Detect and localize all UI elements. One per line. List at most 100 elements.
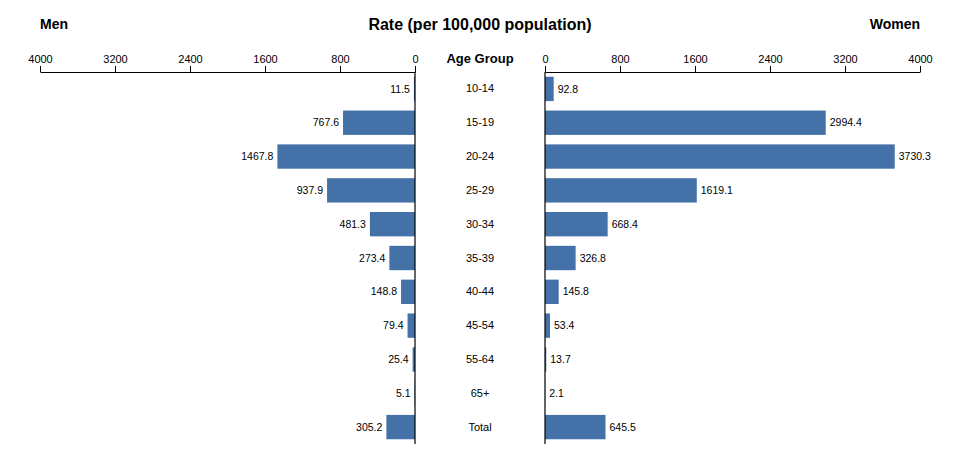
- data-label: 273.4: [359, 252, 385, 264]
- category-label: 65+: [471, 387, 490, 399]
- data-label: 53.4: [554, 319, 575, 331]
- data-label: 645.5: [610, 421, 636, 433]
- bar: [277, 144, 415, 168]
- data-label: 2.1: [549, 387, 564, 399]
- bar: [545, 111, 826, 135]
- category-label: 15-19: [466, 116, 494, 128]
- category-tick: 15-19: [466, 116, 494, 128]
- x-tick: 0: [542, 53, 548, 72]
- tick-mark: [920, 66, 921, 72]
- bar: [386, 415, 415, 439]
- x-tick: 0: [412, 53, 418, 72]
- category-tick: 40-44: [466, 285, 494, 297]
- category-tick: 35-39: [466, 252, 494, 264]
- panel-label: Women: [870, 16, 920, 32]
- x-tick: 3200: [833, 53, 857, 72]
- tick-label: 0: [412, 53, 418, 65]
- category-tick: Total: [468, 421, 491, 433]
- bar: [401, 280, 415, 304]
- bar: [545, 77, 554, 101]
- tick-mark: [545, 66, 546, 72]
- data-label: 481.3: [340, 218, 366, 230]
- axis-line: [41, 72, 416, 73]
- bar: [389, 246, 415, 270]
- x-tick: 800: [331, 53, 349, 72]
- category-tick: 30-34: [466, 218, 494, 230]
- category-axis: 10-14 15-19 20-24 25-29 30-34 35-39 40-44 45-54…: [466, 82, 494, 432]
- tick-label: 2400: [178, 53, 202, 65]
- x-tick: 4000: [28, 53, 52, 72]
- data-label: 5.1: [396, 387, 411, 399]
- data-label: 2994.4: [830, 116, 862, 128]
- category-tick: 65+: [471, 387, 490, 399]
- tick-mark: [770, 66, 771, 72]
- bars: [545, 77, 895, 440]
- category-label: 25-29: [466, 184, 494, 196]
- tick-mark: [845, 66, 846, 72]
- tick-mark: [695, 66, 696, 72]
- bar: [545, 415, 606, 439]
- tick-mark: [265, 66, 266, 72]
- data-labels: 92.82994.43730.31619.1668.4326.8145.853.…: [549, 83, 931, 433]
- tick-label: 0: [542, 53, 548, 65]
- zero-line: [414, 72, 415, 444]
- tick-label: 800: [611, 53, 629, 65]
- category-label: 55-64: [466, 353, 494, 365]
- x-axis: 0 800 1600 2400 3200 4000: [542, 53, 932, 73]
- category-tick: 45-54: [466, 319, 494, 331]
- data-label: 668.4: [612, 218, 638, 230]
- x-tick: 4000: [908, 53, 932, 72]
- data-label: 3730.3: [899, 150, 931, 162]
- panel-label: Men: [40, 16, 68, 32]
- data-label: 1619.1: [701, 184, 733, 196]
- category-label: 10-14: [466, 82, 494, 94]
- category-tick: 10-14: [466, 82, 494, 94]
- data-label: 13.7: [550, 353, 571, 365]
- bar: [545, 212, 608, 236]
- x-tick: 2400: [178, 53, 202, 72]
- tick-label: 2400: [758, 53, 782, 65]
- data-label: 25.4: [388, 353, 409, 365]
- bar: [343, 111, 415, 135]
- tick-label: 1600: [683, 53, 707, 65]
- category-tick: 20-24: [466, 150, 494, 162]
- data-label: 79.4: [383, 319, 404, 331]
- category-label: 45-54: [466, 319, 494, 331]
- bar: [545, 178, 697, 202]
- axis-line: [546, 72, 921, 73]
- tick-label: 4000: [28, 53, 52, 65]
- tick-mark: [620, 66, 621, 72]
- tick-mark: [40, 66, 41, 72]
- x-tick: 3200: [103, 53, 127, 72]
- x-tick: 2400: [758, 53, 782, 72]
- data-label: 305.2: [356, 421, 382, 433]
- tick-mark: [340, 66, 341, 72]
- tick-mark: [115, 66, 116, 72]
- bar: [545, 280, 559, 304]
- tick-label: 3200: [103, 53, 127, 65]
- bar: [545, 313, 550, 337]
- bar: [370, 212, 415, 236]
- category-label: 40-44: [466, 285, 494, 297]
- category-label: 30-34: [466, 218, 494, 230]
- category-tick: 55-64: [466, 353, 494, 365]
- data-label: 145.8: [563, 285, 589, 297]
- tick-label: 3200: [833, 53, 857, 65]
- zero-line: [544, 72, 545, 444]
- tick-label: 800: [331, 53, 349, 65]
- title: Rate (per 100,000 population): [368, 16, 591, 33]
- x-tick: 1600: [253, 53, 277, 72]
- bar: [327, 178, 415, 202]
- data-label: 1467.8: [241, 150, 273, 162]
- data-label: 148.8: [371, 285, 397, 297]
- chart: 0800160024003200400011.5767.61467.8937.9…: [0, 0, 960, 458]
- data-labels: 11.5767.61467.8937.9481.3273.4148.879.42…: [241, 83, 410, 433]
- category-label: 20-24: [466, 150, 494, 162]
- tick-label: 1600: [253, 53, 277, 65]
- x-tick: 1600: [683, 53, 707, 72]
- data-label: 937.9: [297, 184, 323, 196]
- category-label: Total: [468, 421, 491, 433]
- panel: 0800160024003200400011.5767.61467.8937.9…: [28, 53, 418, 444]
- data-label: 92.8: [558, 83, 579, 95]
- x-tick: 800: [611, 53, 629, 72]
